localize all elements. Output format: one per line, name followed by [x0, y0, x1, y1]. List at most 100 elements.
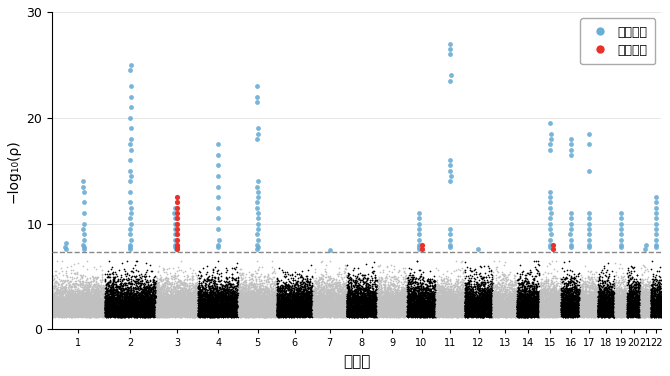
Point — [475, 308, 486, 314]
Point — [417, 281, 427, 287]
Point — [250, 314, 261, 320]
Point — [68, 312, 79, 318]
Point — [602, 313, 613, 319]
Point — [559, 275, 570, 281]
Point — [448, 305, 459, 311]
Point — [498, 306, 509, 312]
Point — [565, 231, 576, 237]
Point — [172, 305, 182, 311]
Point — [477, 297, 488, 303]
Point — [379, 305, 389, 311]
Point — [298, 306, 309, 312]
Point — [472, 308, 482, 314]
Point — [557, 311, 568, 317]
Point — [124, 299, 135, 305]
Point — [119, 309, 130, 315]
Point — [487, 288, 498, 294]
Point — [448, 294, 459, 300]
Point — [421, 304, 431, 310]
Point — [255, 298, 266, 304]
Point — [520, 305, 531, 311]
Point — [96, 301, 107, 307]
Point — [426, 298, 437, 304]
Point — [194, 297, 204, 303]
Point — [184, 311, 194, 317]
Point — [404, 293, 415, 299]
Point — [394, 312, 405, 318]
Point — [261, 296, 272, 302]
Point — [147, 302, 158, 308]
Point — [118, 302, 129, 308]
Point — [112, 309, 123, 315]
Point — [311, 308, 322, 314]
Point — [74, 299, 84, 305]
Point — [535, 306, 545, 312]
Point — [89, 290, 100, 296]
Point — [319, 285, 330, 291]
Point — [215, 307, 226, 313]
Point — [317, 299, 328, 305]
Point — [418, 306, 429, 312]
Point — [297, 306, 308, 312]
Point — [494, 313, 505, 319]
Point — [329, 313, 340, 319]
Point — [358, 311, 369, 317]
Point — [470, 290, 480, 296]
Point — [278, 307, 289, 313]
Point — [638, 302, 649, 308]
Point — [529, 312, 539, 318]
Point — [209, 285, 220, 291]
Point — [261, 296, 271, 302]
Point — [506, 291, 517, 297]
Point — [309, 311, 320, 317]
Point — [331, 301, 342, 307]
Point — [296, 302, 307, 308]
Point — [480, 308, 490, 314]
Point — [441, 310, 452, 316]
Point — [270, 309, 281, 315]
Point — [302, 308, 312, 314]
Point — [166, 309, 177, 315]
Point — [114, 295, 125, 301]
Point — [476, 296, 486, 302]
Point — [616, 306, 627, 312]
Point — [147, 305, 157, 311]
Point — [460, 314, 471, 320]
Point — [613, 308, 624, 314]
Point — [596, 299, 606, 305]
Point — [572, 304, 583, 310]
Point — [298, 308, 309, 314]
Point — [367, 298, 378, 304]
Point — [67, 313, 78, 319]
Point — [424, 306, 435, 312]
Point — [306, 306, 317, 312]
Point — [342, 309, 352, 315]
Point — [380, 300, 391, 306]
Point — [576, 306, 586, 312]
Point — [271, 299, 282, 305]
Point — [640, 305, 651, 311]
Point — [397, 313, 407, 319]
Point — [483, 297, 494, 303]
Point — [562, 290, 573, 296]
Point — [188, 296, 198, 302]
Point — [214, 305, 225, 311]
Point — [389, 303, 399, 309]
Point — [277, 313, 288, 319]
Point — [310, 313, 321, 319]
Point — [362, 288, 373, 294]
Point — [305, 313, 316, 319]
Point — [151, 304, 161, 310]
Point — [93, 311, 104, 317]
Point — [420, 310, 431, 316]
Point — [304, 296, 314, 302]
Point — [289, 312, 299, 318]
Point — [369, 302, 379, 308]
Point — [122, 303, 133, 309]
Point — [52, 297, 62, 303]
Point — [226, 294, 237, 300]
Point — [219, 291, 230, 297]
Point — [384, 303, 395, 309]
Point — [309, 306, 320, 312]
Point — [610, 294, 620, 300]
